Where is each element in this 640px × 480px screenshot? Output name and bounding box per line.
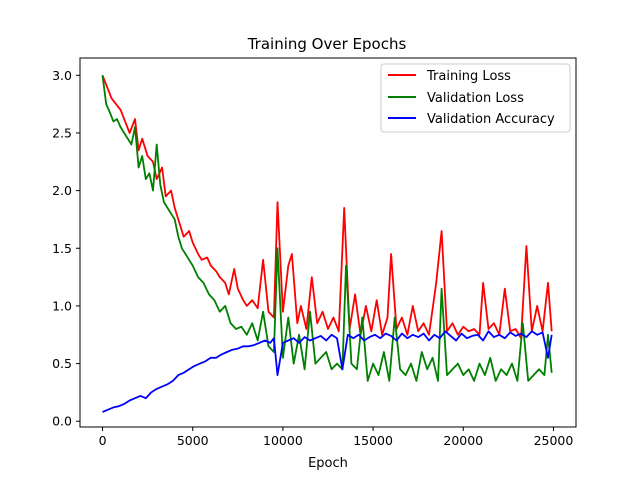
x-axis: 0 5000 10000 15000 20000 25000 [99,427,574,448]
y-tick-label: 1.0 [52,298,72,313]
chart-title: Training Over Epochs [247,35,407,53]
plot-area-frame [79,57,577,428]
x-tick-label: 10000 [263,433,303,448]
y-tick-label: 2.0 [52,183,72,198]
x-tick-label: 0 [99,433,107,448]
x-axis-label: Epoch [308,456,348,471]
series-line-training-loss [101,74,553,340]
legend: Training Loss Validation Loss Validation… [380,63,571,133]
y-axis: 0.0 0.5 1.0 1.5 2.0 2.5 3.0 [52,68,80,429]
legend-label-validation-accuracy: Validation Accuracy [427,112,555,127]
legend-label-training-loss: Training Loss [426,69,511,84]
y-tick-label: 1.5 [52,241,72,256]
x-tick-label: 25000 [534,433,574,448]
x-tick-label: 20000 [443,433,483,448]
series-layer [101,74,553,413]
y-tick-label: 2.5 [52,125,72,140]
series-line-validation-loss [101,75,553,382]
y-tick-label: 0.0 [52,414,72,429]
x-tick-label: 5000 [177,433,209,448]
x-tick-label: 15000 [353,433,393,448]
legend-label-validation-loss: Validation Loss [427,91,524,106]
y-tick-label: 0.5 [52,356,72,371]
series-line-validation-accuracy [102,330,553,413]
y-tick-label: 3.0 [52,68,72,83]
legend-box [380,63,571,133]
